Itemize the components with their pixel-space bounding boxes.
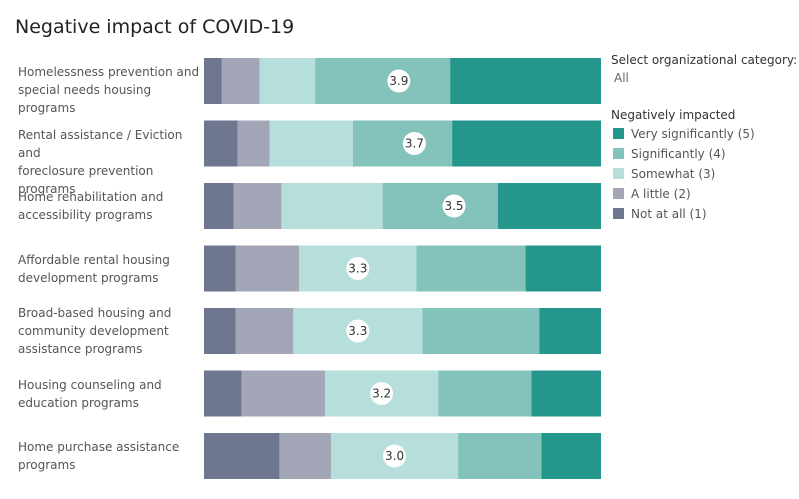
row-label: Broad-based housing and community develop… — [18, 304, 203, 358]
row-label: Rental assistance / Eviction and foreclos… — [18, 126, 203, 198]
legend-label: Very significantly (5) — [631, 127, 755, 141]
average-label: 3.3 — [348, 262, 367, 276]
row-label-line: Home purchase assistance — [18, 440, 180, 454]
bar-segment[interactable] — [204, 308, 236, 354]
bar-segment[interactable] — [281, 183, 383, 229]
row-label-line: Home rehabilitation and — [18, 190, 164, 204]
average-label: 3.0 — [385, 449, 404, 463]
legend-swatch — [613, 148, 624, 159]
average-marker — [387, 69, 411, 93]
bar-segment[interactable] — [525, 245, 601, 292]
row-label-line: assistance programs — [18, 342, 143, 356]
bar-segment[interactable] — [382, 183, 498, 229]
average-label: 3.7 — [405, 137, 424, 151]
average-marker — [370, 382, 394, 405]
row-label: Homelessness prevention and special needs… — [18, 63, 203, 117]
bar-segment[interactable] — [204, 58, 222, 104]
average-marker — [442, 194, 466, 218]
bar-segment[interactable] — [237, 120, 270, 167]
stacked-bar-chart: 3.9 3.7 3.5 3.3 3.3 3.2 3.0 — [204, 58, 602, 479]
bar-segment[interactable] — [204, 370, 242, 417]
bar-segment[interactable] — [450, 58, 601, 104]
bar-segment[interactable] — [259, 58, 316, 104]
bar-segment[interactable] — [539, 308, 601, 354]
legend-label: A little (2) — [631, 187, 691, 201]
average-marker — [383, 444, 407, 468]
row-label: Housing counseling and education programs — [18, 376, 203, 412]
row-label: Affordable rental housing development pro… — [18, 251, 203, 287]
bar-segment[interactable] — [241, 370, 326, 417]
bar-segment[interactable] — [204, 245, 236, 292]
bar-segment[interactable] — [235, 308, 294, 354]
bar-segment[interactable] — [531, 370, 601, 417]
legend-swatch — [613, 128, 624, 139]
legend-item-a-little[interactable]: A little (2) — [613, 184, 691, 204]
row-label-line: Housing counseling and — [18, 377, 162, 392]
filter-dropdown-value[interactable]: All — [614, 71, 629, 85]
row-label-line: programs — [18, 458, 76, 472]
bar-segment[interactable] — [204, 120, 238, 167]
average-marker — [346, 257, 370, 280]
row-label: Home rehabilitation and accessibility pro… — [18, 188, 203, 224]
bar-segment[interactable] — [279, 433, 332, 479]
legend-swatch — [613, 208, 624, 219]
bar-segment[interactable] — [204, 433, 280, 479]
legend-label: Significantly (4) — [631, 147, 726, 161]
row-label-line: community development — [18, 324, 169, 338]
legend-label: Not at all (1) — [631, 207, 707, 221]
bar-segment[interactable] — [235, 245, 300, 292]
bar-segment[interactable] — [541, 433, 601, 479]
row-label-line: Homelessness prevention and — [18, 65, 200, 79]
row-label-line: Rental assistance / Eviction and — [18, 127, 183, 160]
row-label: Home purchase assistance programs — [18, 438, 203, 474]
bar-segment[interactable] — [352, 120, 453, 167]
row-label-line: Affordable rental housing — [18, 252, 170, 267]
row-label-line: Broad-based housing and — [18, 306, 172, 320]
row-label-line: development programs — [18, 270, 159, 285]
average-label: 3.9 — [389, 74, 408, 88]
bar-segment[interactable] — [416, 245, 526, 292]
bar-segment[interactable] — [497, 183, 601, 229]
bar-segment[interactable] — [452, 120, 602, 167]
row-label-line: foreclosure prevention programs — [18, 163, 154, 196]
bar-segment[interactable] — [315, 58, 451, 104]
bar-segment[interactable] — [422, 308, 540, 354]
legend-item-somewhat[interactable]: Somewhat (3) — [613, 164, 715, 184]
average-label: 3.2 — [372, 387, 391, 401]
row-label-line: education programs — [18, 395, 139, 410]
bar-segment[interactable] — [438, 370, 532, 417]
legend-title: Negatively impacted — [611, 108, 736, 122]
row-label-line: special needs housing programs — [18, 83, 152, 115]
average-label: 3.5 — [444, 199, 463, 213]
average-label: 3.3 — [348, 324, 367, 338]
legend-swatch — [613, 188, 624, 199]
legend-swatch — [613, 168, 624, 179]
legend-item-very-significantly[interactable]: Very significantly (5) — [613, 124, 755, 144]
bar-segment[interactable] — [221, 58, 260, 104]
average-marker — [402, 132, 426, 155]
average-marker — [346, 319, 370, 343]
chart-title: Negative impact of COVID-19 — [15, 16, 295, 38]
legend-item-significantly[interactable]: Significantly (4) — [613, 144, 726, 164]
bar-segment[interactable] — [458, 433, 542, 479]
row-label-line: accessibility programs — [18, 208, 153, 222]
bar-segment[interactable] — [233, 183, 282, 229]
bar-segment[interactable] — [204, 183, 234, 229]
legend-item-not-at-all[interactable]: Not at all (1) — [613, 204, 707, 224]
legend-label: Somewhat (3) — [631, 167, 716, 181]
bar-segment[interactable] — [269, 120, 353, 167]
filter-title: Select organizational category: — [611, 53, 798, 67]
